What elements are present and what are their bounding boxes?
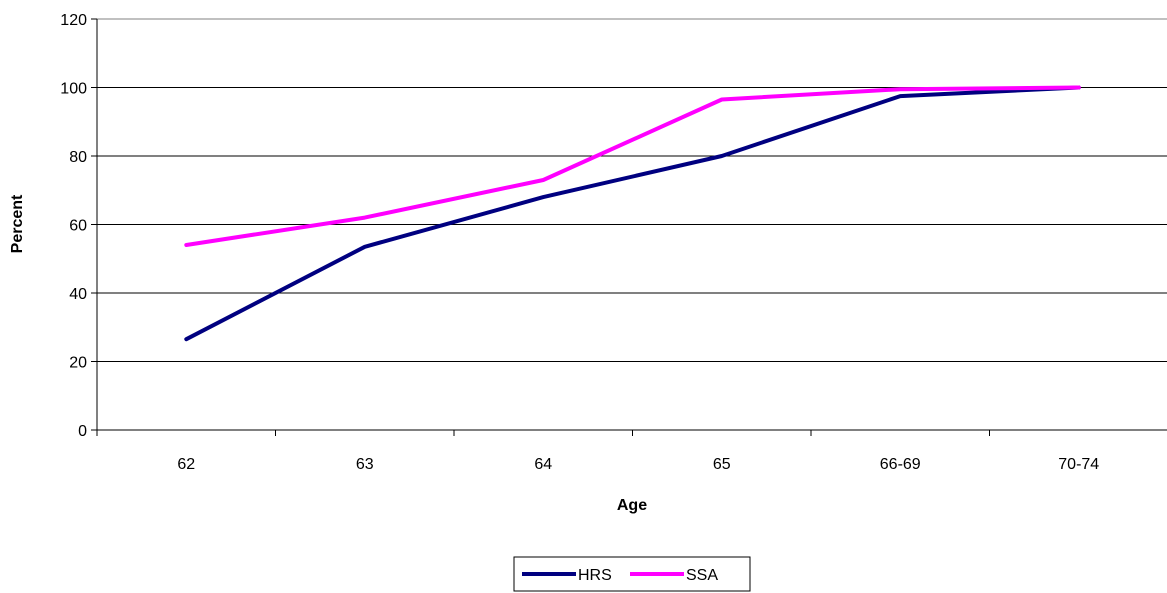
data-point-ssa [364,217,366,219]
data-point-ssa [185,244,187,246]
data-point-hrs [185,338,187,340]
y-tick-label: 60 [69,218,87,235]
gridlines [97,18,1167,362]
y-tick-label: 80 [69,149,87,166]
x-axis-title: Age [617,497,647,514]
y-tick-label: 20 [69,355,87,372]
x-tick-labels: 62 63 64 65 66-69 70-74 [177,456,1099,473]
y-tick-label: 100 [60,81,87,98]
y-tick-label: 0 [78,423,87,440]
series-lines [184,85,1081,342]
data-point-ssa [899,88,901,90]
legend: HRS SSA [513,556,751,592]
data-point-hrs [364,246,366,248]
data-point-ssa [721,98,723,100]
x-tick-label: 63 [356,456,374,473]
x-tick-label: 62 [177,456,195,473]
x-tick-label: 65 [713,456,731,473]
y-tick-label: 40 [69,286,87,303]
data-point-ssa [1078,87,1080,88]
x-tick-label: 64 [534,456,552,473]
y-tick-labels: 0 20 40 60 80 100 120 [60,12,87,440]
data-point-hrs [542,196,544,198]
legend-label-hrs: HRS [578,567,612,584]
data-point-hrs [721,155,723,157]
y-tick-label: 120 [60,12,87,29]
series-line-ssa [184,85,1081,247]
axes [91,18,1167,436]
data-point-hrs [899,95,901,97]
y-axis-title: Percent [9,194,26,253]
data-point-ssa [542,179,544,181]
legend-label-ssa: SSA [686,567,718,584]
series-line-hrs [184,85,1081,342]
x-tick-label: 70-74 [1058,456,1099,473]
x-tick-label: 66-69 [880,456,921,473]
